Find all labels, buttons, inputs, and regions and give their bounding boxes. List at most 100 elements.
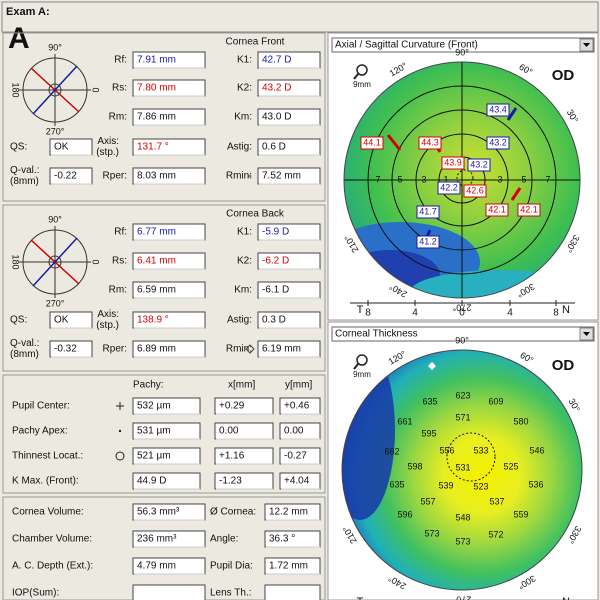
ring-label: 5 — [397, 174, 402, 184]
ring-label: 3 — [421, 174, 426, 184]
map-value: 43.2 — [489, 137, 507, 147]
eye-label: OD — [552, 67, 575, 84]
ring-label: 7 — [545, 174, 550, 184]
field-label: Rper: — [103, 344, 127, 355]
map-value: 557 — [420, 496, 435, 506]
pachy-value: -1.23 — [219, 476, 242, 487]
pachy-value: 531 µm — [137, 426, 171, 437]
field-value: 0.6 D — [262, 142, 286, 153]
dropdown[interactable] — [331, 37, 595, 53]
ring-label: 3 — [497, 174, 502, 184]
field-label: Rs: — [112, 256, 127, 267]
map-value: 525 — [503, 461, 518, 471]
scale-label: 9mm — [353, 370, 371, 379]
field-value: 42.7 D — [262, 55, 291, 66]
field-value: 6.59 mm — [137, 285, 176, 296]
map-value: 43.2 — [470, 159, 488, 169]
field-label: Axis: — [97, 309, 119, 320]
field-label: QS: — [10, 315, 27, 326]
meridian-marker — [506, 107, 518, 121]
map-value: 42.2 — [440, 182, 458, 192]
diagram-label: 0 — [91, 259, 101, 264]
value-box — [486, 136, 510, 150]
value-box — [463, 184, 487, 198]
orientation-label: N — [562, 596, 570, 600]
map-border — [341, 349, 583, 591]
orientation-label: N — [562, 304, 570, 316]
map-value: 635 — [422, 396, 437, 406]
volume-label: Angle: — [210, 534, 238, 545]
field-label: Astig: — [227, 142, 252, 153]
map-value: 573 — [455, 536, 470, 546]
section-title: Cornea Back — [226, 209, 285, 220]
angle-label: 270° — [452, 595, 471, 600]
map-value: 623 — [455, 390, 470, 400]
diagram-center — [48, 255, 62, 269]
field-label: Axis: — [97, 136, 119, 147]
value-box — [416, 235, 440, 249]
field-value: 43.0 D — [262, 112, 291, 123]
rmin-dot — [248, 174, 252, 178]
map-value: 598 — [407, 461, 422, 471]
field-label: Rm: — [109, 285, 127, 296]
map-value: 41.7 — [419, 206, 437, 216]
angle-label: 90° — [455, 335, 469, 345]
field-label: Rmin: — [226, 171, 252, 182]
map-value: 533 — [473, 445, 488, 455]
pachy-label: Pupil Center: — [12, 401, 70, 412]
pachy-value: 0.00 — [284, 426, 304, 437]
field-label: (8mm) — [10, 349, 39, 360]
diagram-label: 270° — [46, 126, 65, 136]
map-value: 546 — [529, 445, 544, 455]
pachy-value: 532 µm — [137, 401, 171, 412]
volume-label: IOP(Sum): — [12, 588, 59, 599]
volume-value-box — [264, 584, 321, 600]
field-label: Rf: — [114, 55, 127, 66]
apex-marker — [428, 362, 436, 370]
pachy-frame — [2, 374, 326, 494]
x-tick-label: 0 — [459, 308, 465, 319]
pachy-value: 0.00 — [219, 426, 239, 437]
map-value: 635 — [389, 479, 404, 489]
angle-label: 90° — [455, 47, 469, 57]
field-value: -0.22 — [54, 171, 77, 182]
value-box — [517, 203, 541, 217]
value-box — [486, 103, 510, 117]
map-value: 537 — [489, 496, 504, 506]
diagram-label: 180 — [11, 82, 21, 97]
volume-value-box — [132, 584, 206, 600]
orientation-label: T — [357, 596, 364, 600]
pachy-header: x[mm] — [228, 380, 255, 391]
pachy-value: +4.04 — [284, 476, 310, 487]
map-value: 548 — [455, 512, 470, 522]
volume-value: 56.3 mm³ — [137, 507, 180, 518]
dropdown[interactable] — [331, 326, 595, 342]
field-value: 6.41 mm — [137, 256, 176, 267]
field-value: 6.89 mm — [137, 344, 176, 355]
map-value: 580 — [513, 416, 528, 426]
scale-label: 9mm — [353, 80, 371, 89]
eye-label: OD — [552, 357, 575, 374]
map-value: 42.6 — [466, 185, 484, 195]
diagram-flat — [32, 237, 78, 287]
pachy-label: Pachy Apex: — [12, 426, 68, 437]
pachy-value: 521 µm — [137, 451, 171, 462]
volume-label: Pupil Dia: — [210, 561, 253, 572]
field-value: 7.91 mm — [137, 55, 176, 66]
field-label: Rs: — [112, 83, 127, 94]
field-label: K2: — [237, 256, 252, 267]
diagram-center — [48, 83, 62, 97]
thinnest-zone — [446, 432, 496, 482]
field-value: -0.32 — [54, 344, 77, 355]
value-box — [418, 136, 442, 150]
value-box — [360, 136, 384, 150]
map-value: 556 — [439, 445, 454, 455]
zoom-icon — [353, 73, 359, 80]
field-label: (stp.) — [96, 320, 119, 331]
field-label: Q-val.: — [10, 338, 39, 349]
field-label: (8mm) — [10, 176, 39, 187]
volume-value: 1.72 mm — [269, 561, 308, 572]
field-value: 6.19 mm — [262, 344, 301, 355]
field-value: -5.9 D — [262, 227, 289, 238]
